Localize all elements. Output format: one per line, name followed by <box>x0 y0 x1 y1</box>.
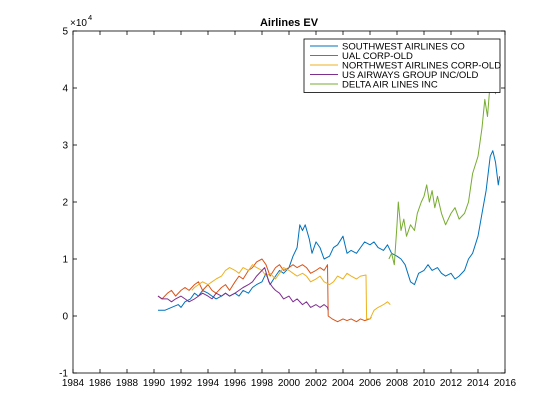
y-tick-label: 4 <box>62 84 68 95</box>
legend-label: SOUTHWEST AIRLINES CO <box>342 41 465 52</box>
plot-axes: 1984 1986 1988 1990 1992 1994 1996 1998 2000 2002… <box>59 27 516 390</box>
x-tick-label: 1986 <box>89 378 112 389</box>
x-tick-label: 1994 <box>197 378 220 389</box>
y-multiplier-base: ×10 <box>70 18 87 29</box>
x-tick-label: 1984 <box>62 378 85 389</box>
x-tick-label: 2010 <box>413 378 436 389</box>
x-tick-label: 1996 <box>224 378 247 389</box>
x-tick-label: 1988 <box>116 378 139 389</box>
x-tick-label: 2008 <box>386 378 409 389</box>
y-tick-label: 2 <box>62 198 68 209</box>
x-tick-label: 2014 <box>467 378 490 389</box>
series-line-northwest-airlines-corp-old <box>191 264 391 320</box>
x-tick-label: 1990 <box>143 378 166 389</box>
legend-label: UAL CORP-OLD <box>342 51 413 62</box>
legend-label: US AIRWAYS GROUP INC/OLD <box>342 70 479 81</box>
x-tick-label: 2016 <box>494 378 517 389</box>
y-tick-label: 5 <box>62 27 68 38</box>
x-tick-label: 2004 <box>332 378 355 389</box>
x-tick-label: 2002 <box>305 378 328 389</box>
y-multiplier-exponent: 4 <box>88 13 92 22</box>
x-tick-label: 1992 <box>170 378 193 389</box>
x-tick-label: 1998 <box>251 378 274 389</box>
y-tick-label: 1 <box>62 255 68 266</box>
chart-title: Airlines EV <box>260 17 319 29</box>
series-line-delta-air-lines-inc <box>388 59 501 266</box>
y-tick-label: 0 <box>62 312 68 323</box>
legend-label: NORTHWEST AIRLINES CORP-OLD <box>342 60 501 71</box>
series-line-ual-corp-old <box>157 258 372 323</box>
y-tick-label: -1 <box>59 369 68 380</box>
x-tick-label: 2000 <box>278 378 301 389</box>
series-line-us-airways-group-inc-old <box>157 267 329 311</box>
legend-label: DELTA AIR LINES INC <box>342 79 438 90</box>
x-tick-label: 2012 <box>440 378 463 389</box>
x-tick-label: 2006 <box>359 378 382 389</box>
y-multiplier: ×10 4 <box>70 13 92 29</box>
series-layer <box>157 59 501 323</box>
y-tick-label: 3 <box>62 141 68 152</box>
